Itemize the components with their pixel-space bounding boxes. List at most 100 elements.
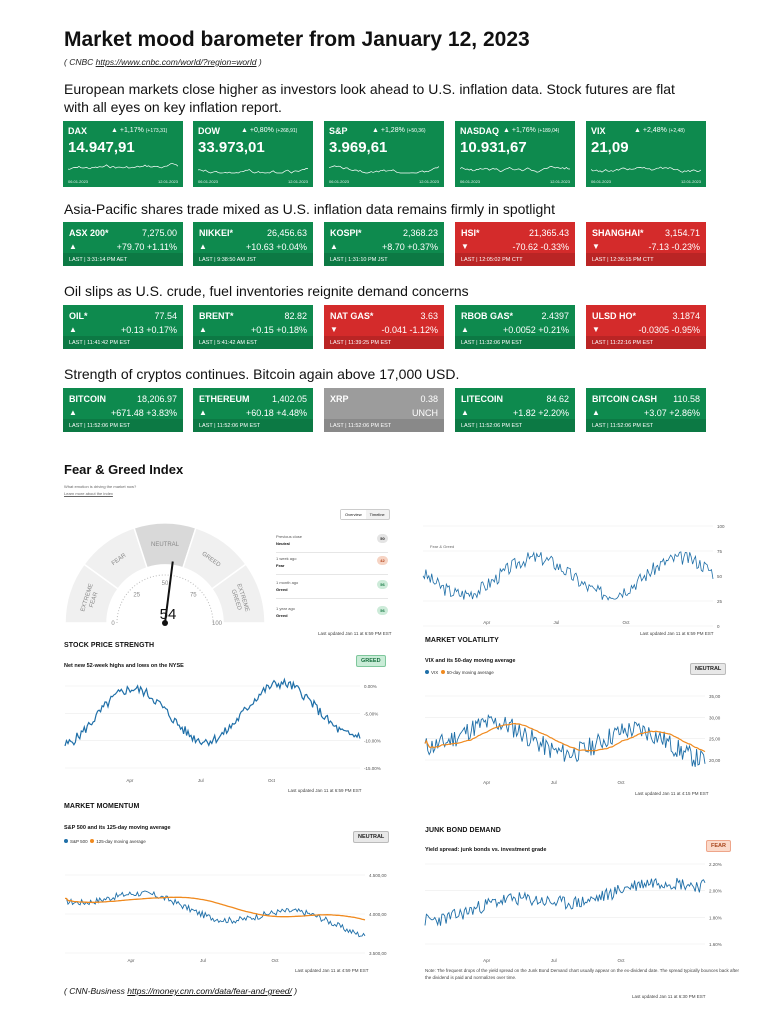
index-date-from: 06.01.2023 bbox=[68, 179, 89, 184]
index-tile-vix[interactable]: VIX ▲ +2,48% (+2,48) 21,09 06.01.2023 12.01.… bbox=[586, 121, 706, 187]
tab-timeline[interactable]: Timeline bbox=[369, 512, 385, 517]
volatility-legend: VIX 50-day moving average bbox=[425, 670, 494, 675]
momentum-subtitle: S&P 500 and its 125-day moving average bbox=[64, 825, 171, 831]
quote-change: +0.15 +0.18% bbox=[250, 325, 307, 335]
index-name: DOW bbox=[198, 126, 220, 136]
quote-xrp[interactable]: XRP 0.38 UNCH LAST | 11:52:06 PM EST bbox=[324, 388, 444, 432]
index-tile-dax[interactable]: DAX ▲ +1,17% (+173,31) 14.947,91 06.01.2023… bbox=[63, 121, 183, 187]
index-name: NASDAQ bbox=[460, 126, 500, 136]
vix-legend: VIX bbox=[431, 670, 439, 675]
quote-bitcoin[interactable]: BITCOIN 18,206.97 ▲ +671.48 +3.83% LAST | 11… bbox=[63, 388, 183, 432]
quote-name: BITCOIN bbox=[69, 394, 106, 404]
quote-natgas[interactable]: NAT GAS* 3.63 ▼ -0.041 -1.12% LAST | 11:39:2… bbox=[324, 305, 444, 349]
volatility-title: MARKET VOLATILITY bbox=[425, 637, 499, 644]
quote-name: ULSD HO* bbox=[592, 311, 637, 321]
fear-greed-question: What emotion is driving the market now? bbox=[64, 484, 137, 489]
x-tick-label: Oct bbox=[622, 620, 630, 625]
quote-nikkei[interactable]: NIKKEI* 26,456.63 ▲ +10.63 +0.04% LAST | 9:3… bbox=[193, 222, 313, 266]
stock-strength-chart: 0.00% -5.00% -10.00% -15.00% Apr Jul Oct bbox=[64, 677, 381, 783]
sp500-dot bbox=[64, 839, 68, 843]
learn-more-link[interactable]: Learn more about the index bbox=[64, 491, 113, 496]
stock-strength-title: STOCK PRICE STRENGTH bbox=[64, 642, 155, 649]
index-tile-dow[interactable]: DOW ▲ +0,80% (+268,91) 33.973,01 06.01.2023… bbox=[193, 121, 313, 187]
index-change-pct: ▲ +1,28% bbox=[372, 127, 405, 134]
quote-ulsdho[interactable]: ULSD HO* 3.1874 ▼ -0.0305 -0.95% LAST | 11:2… bbox=[586, 305, 706, 349]
quote-change: +0.13 +0.17% bbox=[120, 325, 177, 335]
quote-price: 84.62 bbox=[546, 394, 569, 404]
quote-arrow-icon: ▲ bbox=[592, 408, 600, 417]
index-dates: 06.01.2023 12.01.2023 bbox=[460, 179, 570, 184]
quote-arrow-icon: ▼ bbox=[592, 242, 600, 251]
x-tick-label: Apr bbox=[127, 958, 135, 963]
quote-time: LAST | 11:32:06 PM EST bbox=[455, 336, 575, 349]
index-tile-nasdaq[interactable]: NASDAQ ▲ +1,76% (+189,04) 10.931,67 06.01.2… bbox=[455, 121, 575, 187]
quote-hsi[interactable]: HSI* 21,365.43 ▼ -70.62 -0.33% LAST | 12:05:… bbox=[455, 222, 575, 266]
history-label: 1 week ago bbox=[276, 556, 297, 561]
cnn-link[interactable]: https://money.cnn.com/data/fear-and-gree… bbox=[127, 986, 292, 996]
quote-asx200[interactable]: ASX 200* 7,275.00 ▲ +79.70 +1.11% LAST | 3:3… bbox=[63, 222, 183, 266]
history-value: 56 bbox=[377, 580, 388, 589]
y-tick-label: 35,00 bbox=[709, 694, 721, 699]
y-tick-label: 25,00 bbox=[709, 737, 721, 742]
index-sparkline bbox=[460, 166, 570, 173]
y-tick-label: 0.00% bbox=[364, 684, 377, 689]
europe-headline-line1: European markets close higher as investo… bbox=[64, 81, 675, 97]
y-tick-label: 2.20% bbox=[709, 862, 722, 867]
europe-headline: European markets close higher as investo… bbox=[64, 80, 675, 116]
tab-overview[interactable]: Overview bbox=[341, 510, 366, 519]
quote-price: 2,368.23 bbox=[402, 228, 438, 238]
quote-ethereum[interactable]: ETHEREUM 1,402.05 ▲ +60.18 +4.48% LAST | 11:… bbox=[193, 388, 313, 432]
index-date-to: 12.01.2023 bbox=[418, 179, 439, 184]
momentum-title: MARKET MOMENTUM bbox=[64, 803, 140, 810]
quote-time: LAST | 12:05:02 PM CTT bbox=[455, 253, 575, 266]
vix-dot bbox=[425, 670, 429, 674]
quote-price: 3,154.71 bbox=[664, 228, 700, 238]
history-value: 56 bbox=[377, 606, 388, 615]
quote-name: ETHEREUM bbox=[199, 394, 250, 404]
index-date-to: 12.01.2023 bbox=[549, 179, 570, 184]
index-dates: 06.01.2023 12.01.2023 bbox=[329, 179, 439, 184]
index-change: ▲ +0,80% (+268,91) bbox=[241, 127, 297, 134]
quote-bitcoincash[interactable]: BITCOIN CASH 110.58 ▲ +3.07 +2.86% LAST | 11… bbox=[586, 388, 706, 432]
quote-price: 26,456.63 bbox=[266, 228, 307, 238]
quote-time: LAST | 11:52:06 PM EST bbox=[455, 419, 575, 432]
index-value: 21,09 bbox=[591, 139, 629, 156]
index-date-to: 12.01.2023 bbox=[157, 179, 178, 184]
quote-oil[interactable]: OIL* 77.54 ▲ +0.13 +0.17% LAST | 11:41:42 PM… bbox=[63, 305, 183, 349]
junk-bond-note: Note: The frequent drops of the yield sp… bbox=[425, 968, 740, 980]
quote-name: NIKKEI* bbox=[199, 228, 234, 238]
index-change-abs: (+2,48) bbox=[668, 128, 685, 134]
quote-arrow-icon: ▲ bbox=[69, 408, 77, 417]
y-tick-label: 1.80% bbox=[709, 915, 722, 920]
index-sparkline bbox=[329, 165, 439, 174]
index-change-pct: ▲ +1,17% bbox=[111, 127, 144, 134]
quote-brent[interactable]: BRENT* 82.82 ▲ +0.15 +0.18% LAST | 5:41:42 A… bbox=[193, 305, 313, 349]
cnbc-link[interactable]: https://www.cnbc.com/world/?region=world bbox=[95, 57, 257, 67]
index-date-from: 06.01.2023 bbox=[329, 179, 350, 184]
quote-name: BRENT* bbox=[199, 311, 234, 321]
quote-shanghai[interactable]: SHANGHAI* 3,154.71 ▼ -7.13 -0.23% LAST | 12:… bbox=[586, 222, 706, 266]
index-change-pct: ▲ +0,80% bbox=[241, 127, 274, 134]
quote-time: LAST | 1:31:10 PM JST bbox=[324, 253, 444, 266]
quote-name: KOSPI* bbox=[330, 228, 362, 238]
gauge-tick-label: 75 bbox=[190, 593, 197, 599]
history-label: Previous close bbox=[276, 534, 303, 539]
sp500-legend: S&P 500 bbox=[70, 839, 88, 844]
quote-kospi[interactable]: KOSPI* 2,368.23 ▲ +8.70 +0.37% LAST | 1:31:1… bbox=[324, 222, 444, 266]
index-date-to: 12.01.2023 bbox=[680, 179, 701, 184]
quote-time: LAST | 11:41:42 PM EST bbox=[63, 336, 183, 349]
index-change-pct: ▲ +1,76% bbox=[503, 127, 536, 134]
index-tile-sp[interactable]: S&P ▲ +1,28% (+50,36) 3.969,61 06.01.2023 12… bbox=[324, 121, 444, 187]
quote-arrow-icon: ▲ bbox=[199, 408, 207, 417]
stock-strength-updated: Last updated Jan 11 at 6:59 PM EST bbox=[288, 788, 362, 793]
oil-headline: Oil slips as U.S. crude, fuel inventorie… bbox=[64, 283, 469, 299]
stock-strength-subtitle: Net new 52-week highs and lows on the NY… bbox=[64, 663, 184, 669]
quote-arrow-icon: ▲ bbox=[199, 242, 207, 251]
quote-name: NAT GAS* bbox=[330, 311, 374, 321]
quote-litecoin[interactable]: LITECOIN 84.62 ▲ +1.82 +2.20% LAST | 11:52:0… bbox=[455, 388, 575, 432]
quote-rbobgas[interactable]: RBOB GAS* 2.4397 ▲ +0.0052 +0.21% LAST | 11:… bbox=[455, 305, 575, 349]
index-change: ▲ +1,76% (+189,04) bbox=[503, 127, 559, 134]
gauge-tick-label: 50 bbox=[162, 581, 169, 587]
volatility-badge: NEUTRAL bbox=[690, 663, 727, 675]
index-dates: 06.01.2023 12.01.2023 bbox=[591, 179, 701, 184]
